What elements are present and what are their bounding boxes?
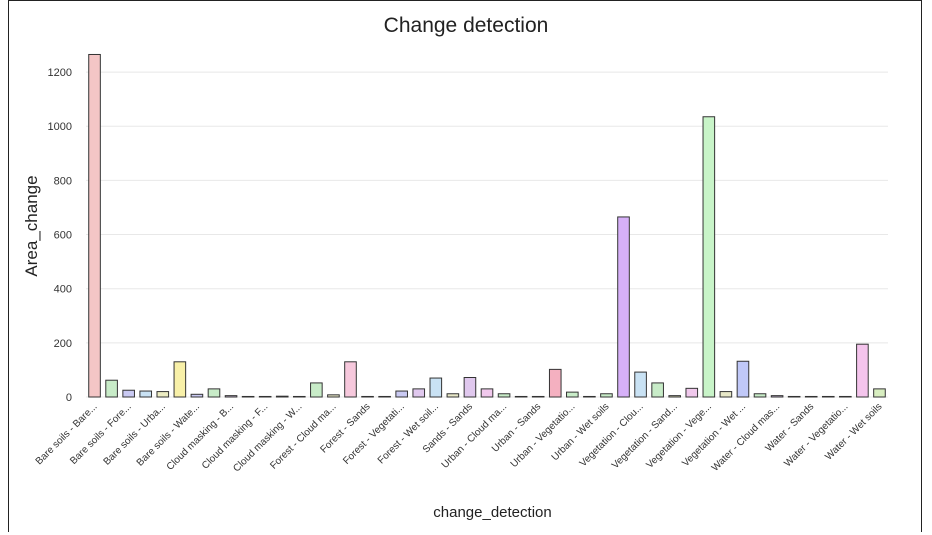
x-tick-label: Urban - Vegetatio... — [509, 401, 578, 470]
bar — [344, 361, 357, 398]
bar — [873, 388, 886, 398]
x-tick-label: Urban - Cloud ma... — [440, 401, 509, 470]
bar — [514, 395, 528, 398]
y-tick-label: 0 — [66, 392, 72, 404]
x-tick-label: Bare soils - Wate... — [135, 401, 202, 468]
bar — [651, 382, 664, 398]
bar — [105, 379, 118, 398]
bar — [839, 395, 852, 398]
y-tick-label: 800 — [54, 175, 72, 187]
x-tick-label: Vegetation - Clou... — [578, 401, 646, 469]
bar — [566, 391, 579, 398]
bar — [531, 395, 545, 398]
bar — [139, 390, 153, 398]
bar — [480, 388, 494, 398]
bar — [327, 394, 340, 398]
bar — [361, 395, 374, 398]
y-tick-label: 1200 — [48, 67, 72, 79]
bar — [122, 389, 135, 398]
bar — [600, 393, 613, 398]
x-tick-label: Forest - Vegetati... — [341, 401, 407, 467]
bar — [856, 343, 869, 398]
bar — [241, 395, 255, 398]
bar — [429, 377, 443, 398]
bar — [753, 393, 767, 398]
y-tick-label: 600 — [54, 230, 72, 242]
bar — [770, 395, 784, 398]
x-tick-label: Forest - Wet soil... — [376, 401, 441, 466]
gridlines — [86, 71, 888, 398]
x-tick-label: Vegetation - Sand... — [610, 401, 680, 471]
bar — [224, 395, 238, 398]
bar — [668, 395, 682, 398]
bar — [446, 393, 460, 398]
bar — [190, 393, 204, 398]
axes: 0 200 400 600 800 1000 1200 Bare soils - Bare..… — [34, 67, 885, 474]
bar — [156, 391, 170, 398]
bar — [685, 387, 699, 398]
bars — [88, 53, 886, 398]
bar — [821, 395, 835, 398]
bar — [395, 390, 408, 398]
bar — [804, 395, 818, 398]
y-tick-label: 200 — [54, 338, 72, 350]
bar — [548, 368, 562, 398]
bar — [497, 393, 511, 398]
bar — [173, 361, 187, 398]
x-tick-label: Cloud masking - F... — [200, 401, 270, 471]
bar — [787, 395, 801, 398]
bar — [292, 395, 306, 398]
bar — [719, 391, 733, 398]
x-tick-label: Vegetation - Wet ... — [680, 401, 748, 469]
bar — [258, 395, 272, 398]
x-tick-label: Bare soils - Bare... — [34, 401, 100, 467]
bar — [736, 360, 750, 398]
bar — [88, 53, 101, 398]
x-tick-label: Bare soils - Urba... — [102, 401, 168, 467]
x-tick-label: Water - Vegetatio... — [782, 401, 850, 469]
bar — [207, 388, 221, 398]
chart-frame — [8, 0, 922, 532]
x-tick-label: Urban - Wet soils — [550, 401, 612, 463]
y-tick-label: 400 — [54, 284, 72, 296]
x-axis-label: change_detection — [433, 504, 552, 521]
bar — [412, 388, 426, 398]
bar — [378, 395, 391, 398]
bar — [310, 382, 323, 398]
bar — [275, 395, 289, 398]
bar — [617, 216, 630, 398]
x-tick-label: Vegetation - Vege... — [644, 401, 714, 471]
chart-title: Change detection — [383, 14, 549, 37]
x-tick-label: Forest - Cloud ma... — [268, 401, 338, 471]
x-tick-label: Bare soils - Fore... — [68, 401, 134, 467]
bar — [634, 371, 647, 398]
bar — [583, 395, 596, 398]
bar — [702, 116, 716, 398]
y-tick-label: 1000 — [48, 121, 72, 133]
bar — [463, 377, 477, 398]
